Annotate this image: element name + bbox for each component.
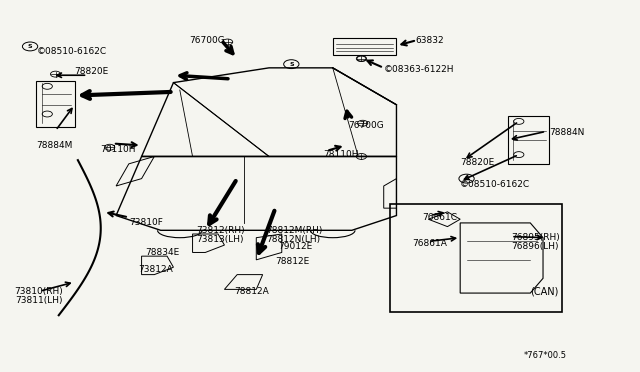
Text: (CAN): (CAN) <box>531 286 559 296</box>
Text: S: S <box>289 62 294 67</box>
Text: 78884N: 78884N <box>549 128 585 137</box>
Text: 79012E: 79012E <box>278 243 313 251</box>
Text: 70110H: 70110H <box>100 145 136 154</box>
Text: 76896(LH): 76896(LH) <box>511 243 559 251</box>
Text: 78812E: 78812E <box>275 257 310 266</box>
Text: 78110H: 78110H <box>323 150 358 159</box>
Text: 73810(RH): 73810(RH) <box>14 287 63 296</box>
Text: ©08510-6162C: ©08510-6162C <box>36 47 107 56</box>
Text: 78820E: 78820E <box>75 67 109 76</box>
Text: S: S <box>464 176 469 181</box>
Text: 78820E: 78820E <box>460 157 495 167</box>
Text: 73810F: 73810F <box>129 218 163 227</box>
Text: 78812N(LH): 78812N(LH) <box>266 235 320 244</box>
Text: 78812A: 78812A <box>234 287 269 296</box>
Text: 73812A: 73812A <box>138 264 173 273</box>
Text: S: S <box>28 44 33 49</box>
Text: 76700G: 76700G <box>349 121 385 129</box>
Text: 76895(RH): 76895(RH) <box>511 233 560 242</box>
Text: 78884M: 78884M <box>36 141 73 150</box>
Text: 63832: 63832 <box>415 36 444 45</box>
Text: 73813(LH): 73813(LH) <box>196 235 243 244</box>
Text: 78834E: 78834E <box>145 248 179 257</box>
Text: 73811(LH): 73811(LH) <box>15 296 63 305</box>
Text: 76861C: 76861C <box>422 213 457 222</box>
Text: ©08510-6162C: ©08510-6162C <box>460 180 531 189</box>
Text: 73812(RH): 73812(RH) <box>196 226 244 235</box>
Text: 76861A: 76861A <box>412 239 447 248</box>
Text: 76700G: 76700G <box>189 36 225 45</box>
Text: *767*00.5: *767*00.5 <box>524 351 567 360</box>
Text: ©08363-6122H: ©08363-6122H <box>384 65 454 74</box>
Text: 78812M(RH): 78812M(RH) <box>266 226 322 235</box>
